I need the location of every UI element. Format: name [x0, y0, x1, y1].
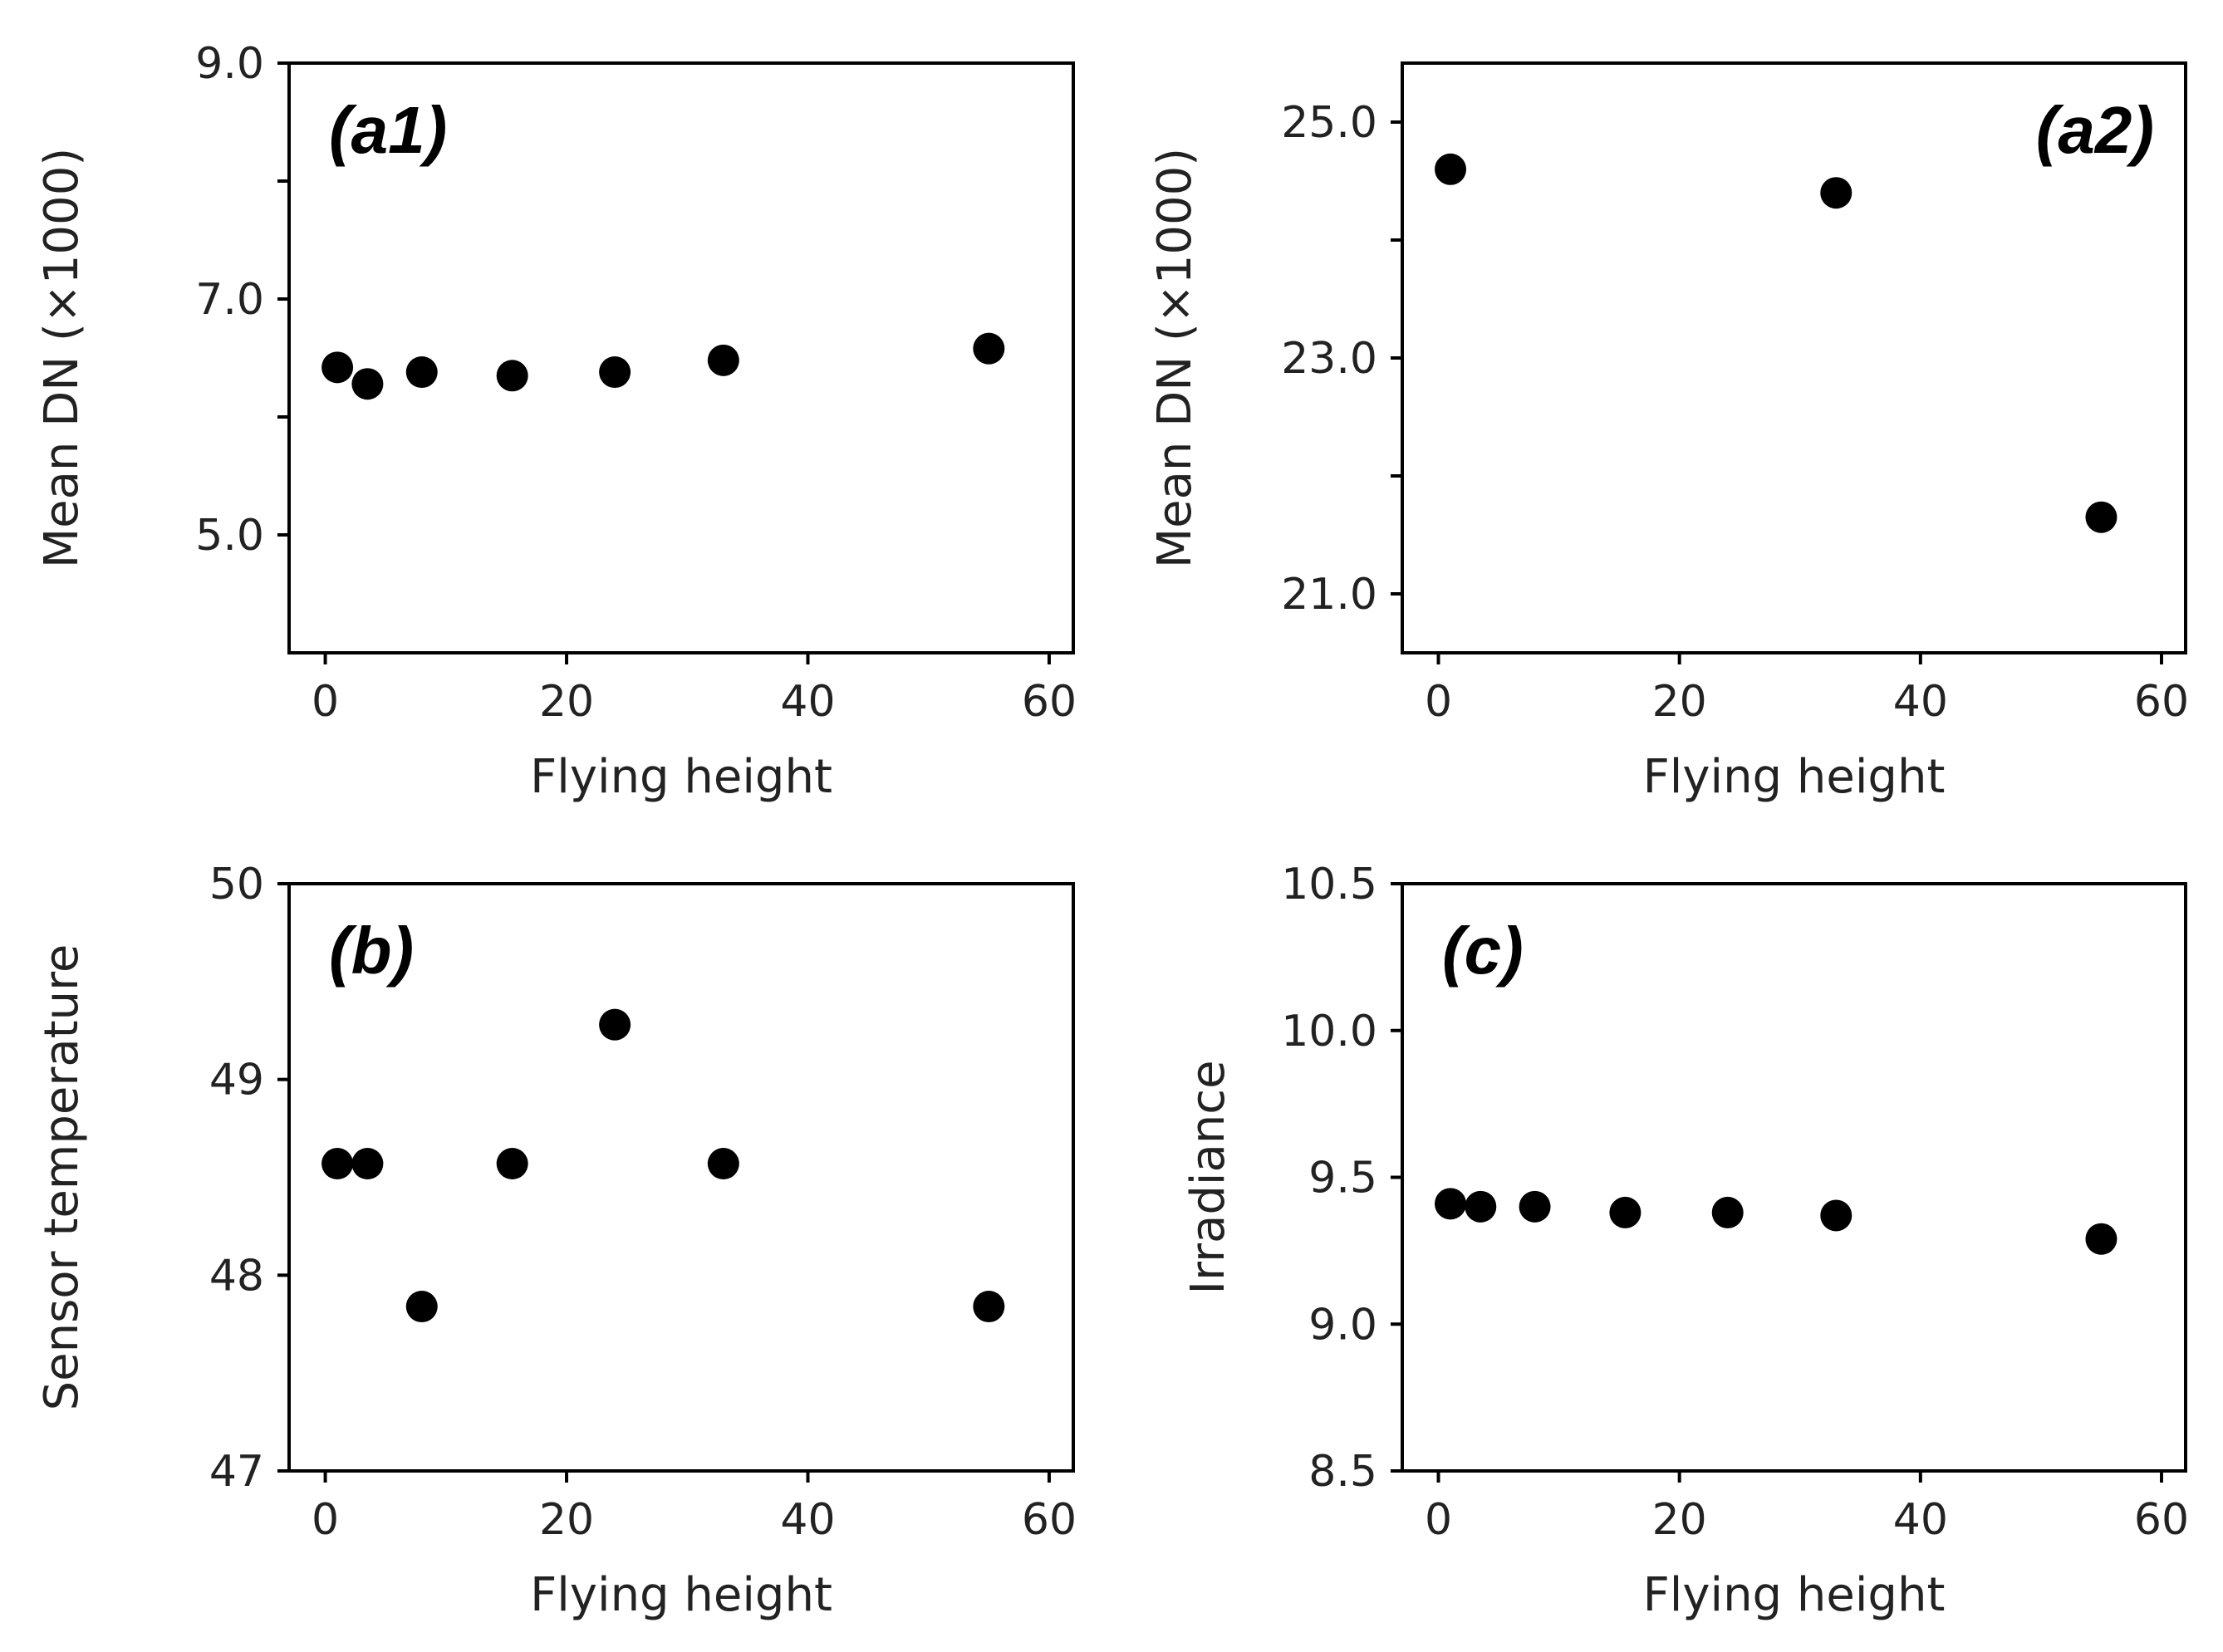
- data-point-c: [1519, 1190, 1551, 1223]
- plot-frame-a1: [287, 61, 1075, 654]
- y-tick-label-c: 9.0: [1308, 1300, 1377, 1350]
- data-point-b: [351, 1148, 384, 1180]
- data-point-b: [496, 1148, 528, 1180]
- data-point-b: [405, 1291, 438, 1323]
- y-tick-label-a2: 21.0: [1281, 570, 1377, 620]
- x-tick-label-a2: 0: [1425, 677, 1452, 727]
- x-tick-label-b: 40: [780, 1495, 835, 1545]
- x-tick-label-c: 0: [1425, 1495, 1452, 1545]
- y-tick-label-a2: 25.0: [1281, 98, 1377, 148]
- y-tick-label-b: 49: [209, 1056, 264, 1105]
- panel-label-c: (c): [1442, 914, 1524, 988]
- panel-label-a2: (a2): [2036, 93, 2154, 167]
- y-tick-label-b: 48: [209, 1251, 264, 1301]
- x-axis-label-a1: Flying height: [530, 750, 832, 804]
- x-tick-label-b: 60: [1022, 1495, 1077, 1545]
- panel-c: 0 20 40 60 8.5 9.0 9.5 10.0 10.5 Flying height Irr…: [1181, 860, 2189, 1622]
- data-point-c: [1609, 1196, 1641, 1228]
- data-point-b: [599, 1008, 631, 1041]
- data-point-c: [1711, 1196, 1744, 1228]
- x-tick-label-a1: 60: [1022, 677, 1077, 727]
- data-point-a2: [2085, 501, 2117, 533]
- data-point-c: [1435, 1188, 1467, 1220]
- y-tick-label-a1: 7.0: [195, 275, 264, 325]
- x-tick-label-a2: 60: [2134, 677, 2189, 727]
- x-tick-label-c: 20: [1652, 1495, 1707, 1545]
- data-point-a2: [1820, 177, 1852, 209]
- data-point-b: [707, 1148, 739, 1180]
- y-tick-label-c: 8.5: [1308, 1447, 1377, 1497]
- y-axis-label-a1: Mean DN (×1000): [35, 148, 89, 568]
- panel-a1: 0 20 40 60 5.0 7.0 9.0 Flying height Mean DN (×1…: [35, 39, 1077, 804]
- data-point-b: [973, 1291, 1005, 1323]
- data-point-a1: [405, 356, 438, 389]
- panel-label-a1: (a1): [329, 93, 447, 167]
- x-tick-label-a2: 20: [1652, 677, 1707, 727]
- data-point-c: [1465, 1190, 1497, 1223]
- data-point-c: [1820, 1199, 1852, 1232]
- x-tick-label-b: 0: [312, 1495, 339, 1545]
- x-tick-label-a1: 20: [539, 677, 594, 727]
- y-axis-label-a2: Mean DN (×1000): [1148, 148, 1202, 568]
- y-tick-label-a1: 9.0: [195, 39, 264, 89]
- data-point-a1: [599, 356, 631, 389]
- data-point-a2: [1435, 153, 1467, 185]
- x-tick-label-c: 40: [1893, 1495, 1948, 1545]
- data-point-a1: [351, 368, 384, 400]
- panel-b: 0 20 40 60 47 48 49 50 Flying height Sensor tempe…: [35, 860, 1077, 1622]
- data-point-c: [2085, 1223, 2117, 1255]
- data-point-a1: [321, 351, 354, 384]
- plot-frame-b: [287, 882, 1075, 1473]
- data-point-a1: [707, 344, 739, 376]
- data-point-a1: [496, 360, 528, 392]
- y-tick-label-a1: 5.0: [195, 511, 264, 561]
- x-tick-label-a2: 40: [1893, 677, 1948, 727]
- y-axis-label-b: Sensor temperature: [35, 944, 89, 1411]
- y-tick-label-b: 50: [209, 860, 264, 909]
- y-tick-label-c: 10.0: [1281, 1007, 1377, 1056]
- x-axis-label-c: Flying height: [1643, 1568, 1946, 1622]
- x-axis-label-b: Flying height: [530, 1568, 832, 1622]
- y-tick-label-c: 9.5: [1308, 1154, 1377, 1203]
- x-tick-label-a1: 40: [780, 677, 835, 727]
- y-tick-label-b: 47: [209, 1447, 264, 1497]
- x-axis-label-a2: Flying height: [1643, 750, 1946, 804]
- y-tick-label-a2: 23.0: [1281, 334, 1377, 384]
- x-tick-label-a1: 0: [312, 677, 339, 727]
- y-tick-label-c: 10.5: [1281, 860, 1377, 909]
- y-axis-label-c: Irradiance: [1181, 1060, 1235, 1294]
- panel-label-b: (b): [329, 914, 414, 988]
- data-point-b: [321, 1148, 354, 1180]
- x-tick-label-b: 20: [539, 1495, 594, 1545]
- data-point-a1: [973, 332, 1005, 365]
- x-tick-label-c: 60: [2134, 1495, 2189, 1545]
- panel-a2: 0 20 40 60 21.0 23.0 25.0 Flying height Mean DN …: [1148, 61, 2189, 804]
